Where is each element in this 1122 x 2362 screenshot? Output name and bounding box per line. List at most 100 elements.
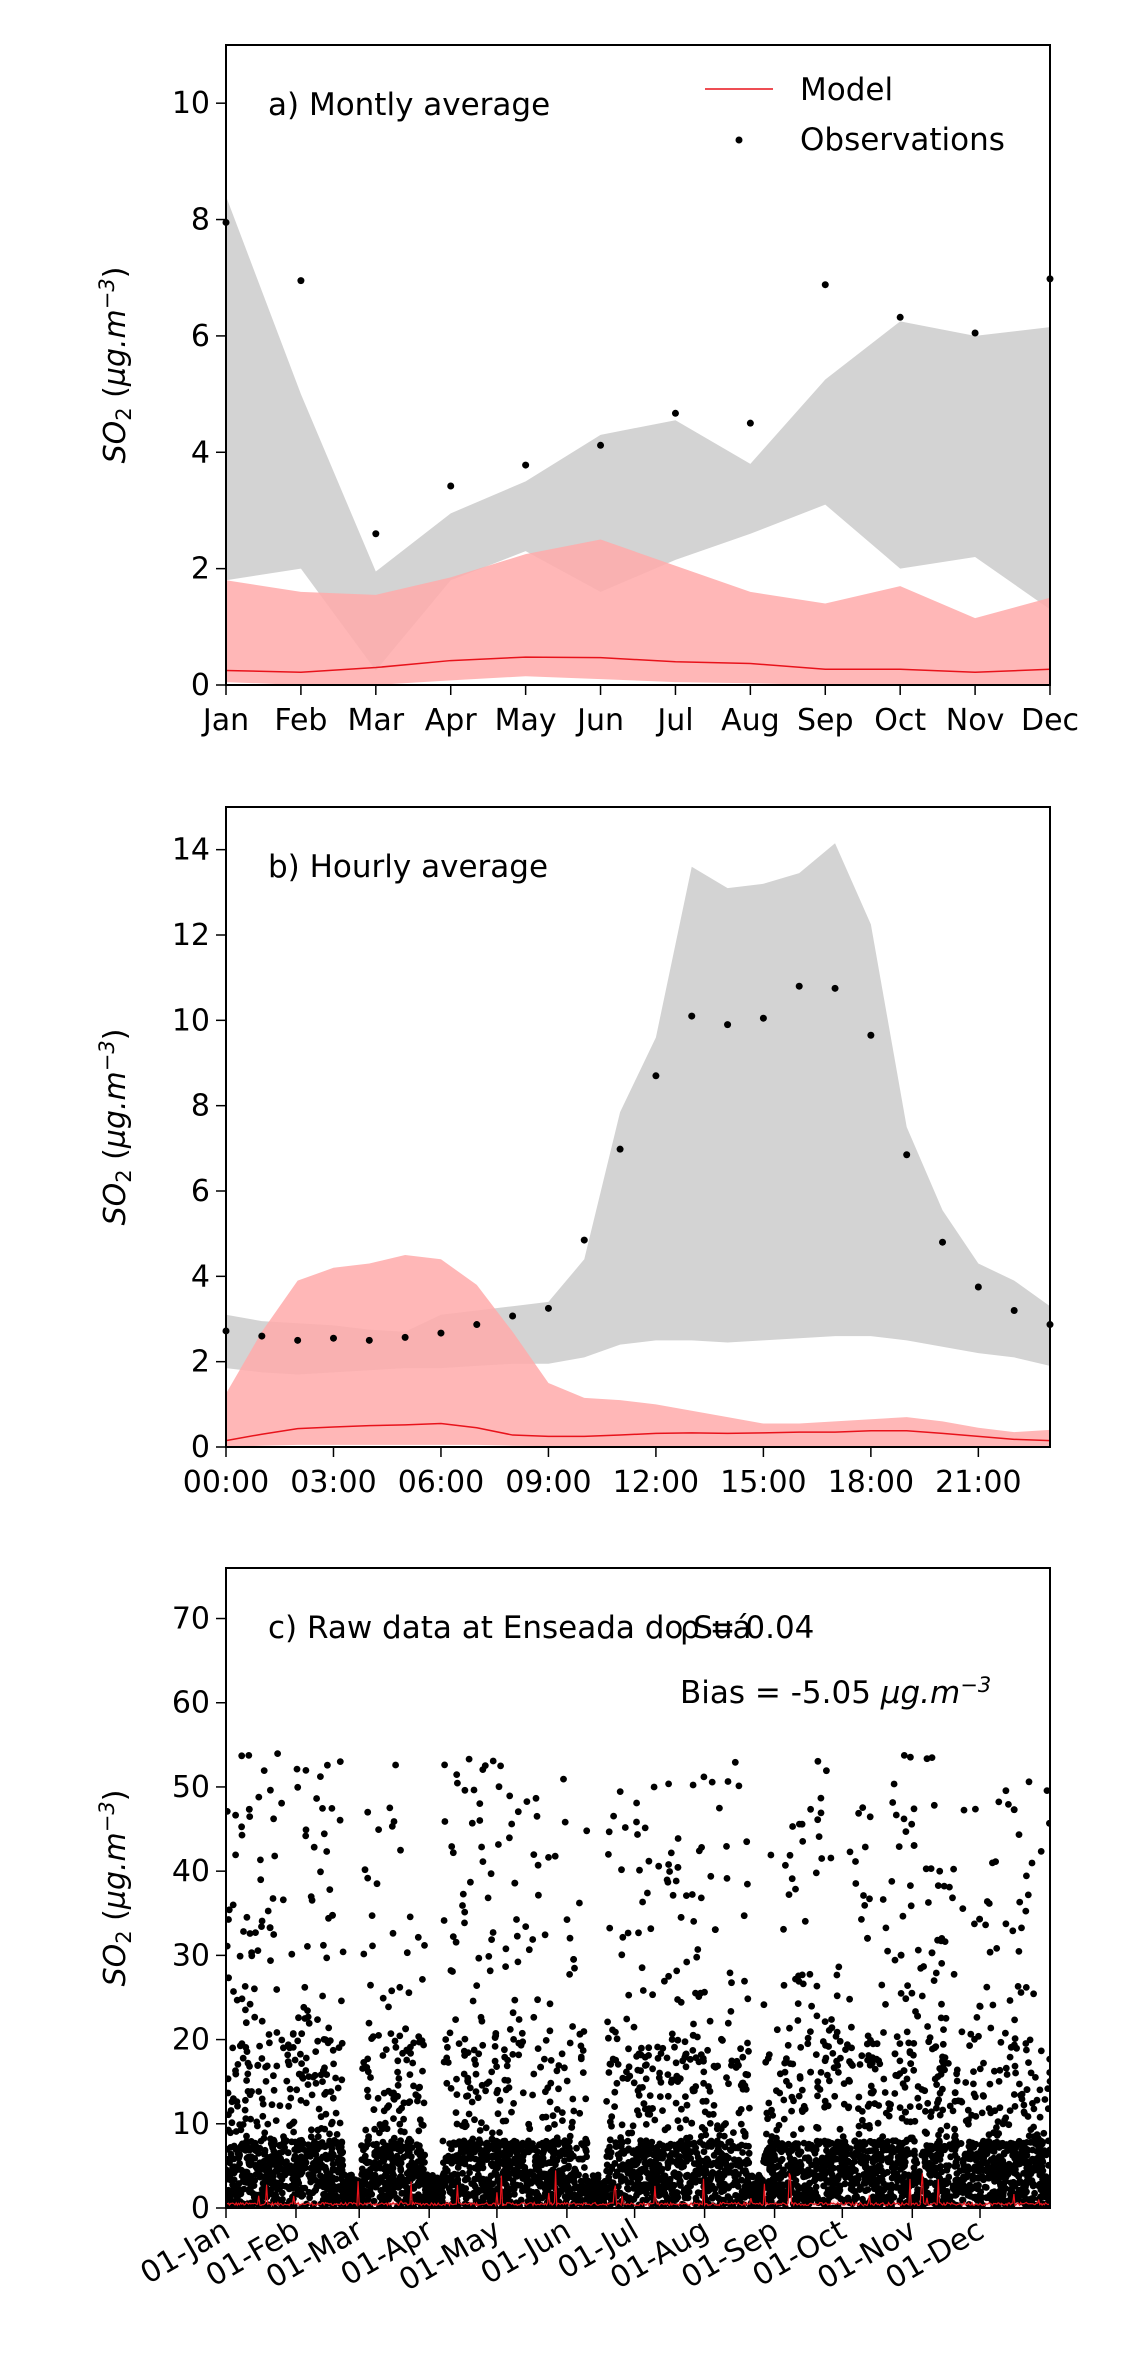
panel-c-obs-point [317,2113,325,2121]
panel-c-obs-point [895,1843,903,1850]
panel-c-obs-point [645,2159,652,2167]
panel-c-obs-point [312,2079,320,2087]
panel-c-obs-point [829,2182,836,2190]
panel-c-obs-point [541,2055,548,2063]
panel-c-obs-point [420,2099,428,2107]
panel-c-obs-point [669,1891,677,1899]
panel-c-obs-point [846,2145,854,2153]
panel-c-obs-point [898,2114,906,2122]
panel-c-obs-point [559,2117,566,2125]
panel-c-obs-point [959,2196,967,2204]
panel-c-obs-point [302,2067,310,2074]
panel-c-obs-point [295,2179,303,2187]
panel-c-obs-point [1017,2091,1024,2099]
panel-c-obs-point [461,2035,469,2043]
panel-c-obs-point [535,1891,542,1899]
panel-c-observations [226,1750,1050,2208]
panel-c-obs-point [785,2082,793,2089]
panel-c-obs-point [606,1924,614,1932]
panel-c-obs-point [672,2059,680,2067]
panel-c-obs-point [665,1861,672,1868]
panel-c-obs-point [1005,1801,1012,1808]
panel-c-obs-point [693,1953,701,1961]
panel-b-ytick-label-5: 10 [172,1003,210,1038]
panel-c-obs-point [226,2159,233,2167]
panel-c-obs-point [298,2168,306,2176]
panel-c-obs-point [502,1945,510,1953]
panel-c-obs-point [940,2061,948,2068]
panel-c-obs-point [571,2168,579,2176]
panel-c-obs-point [769,2112,777,2119]
panel-c-obs-point [241,1983,249,1990]
panel-c-obs-point [605,1828,613,1836]
panel-c-obs-point [420,2152,427,2160]
panel-c-obs-point [616,2163,624,2171]
panel-c-obs-point [474,2094,482,2102]
panel-c-obs-point [461,1919,468,1927]
panel-c-obs-point [306,2194,313,2202]
panel-c-obs-point [872,2146,880,2154]
panel-c-obs-point [513,1932,521,1940]
panel-c-obs-point [646,2110,654,2118]
panel-c-obs-point [849,2164,856,2172]
panel-c-obs-point [236,1952,244,1960]
panel-c-obs-point [684,2171,691,2179]
panel-c-obs-point [706,2017,714,2025]
panel-c-obs-point [405,2168,413,2175]
panel-c-obs-point [982,2184,990,2191]
panel-c-obs-point [288,1950,296,1958]
panel-c-obs-point [992,1858,999,1865]
panel-c-obs-point [674,2117,682,2125]
panel-c-obs-point [546,2098,554,2106]
panel-c-obs-point [565,2162,572,2170]
panel-c-obs-point [549,2112,557,2120]
panel-c-obs-point [462,2195,470,2202]
panel-c-obs-point [532,2146,539,2154]
panel-c-obs-point [270,1931,278,1938]
panel-c-obs-point [914,1946,922,1954]
panel-c-obs-point [812,1869,820,1877]
panel-c-obs-point [880,2029,887,2036]
panel-c-obs-point [788,1875,796,1883]
panel-a-model-line [225,656,1051,673]
panel-c-obs-point [972,2113,980,2120]
panel-c-obs-point [794,2140,802,2148]
panel-c-obs-point [745,2047,752,2055]
panel-c-obs-point [452,2016,459,2023]
panel-c-obs-point [815,1833,823,1840]
panel-c-obs-point [949,1894,956,1902]
panel-c-obs-point [625,2063,633,2071]
panel-c-obs-point [668,2036,676,2043]
panel-c-obs-point [767,1851,775,1859]
panel-c-obs-point [415,2084,422,2092]
panel-c-obs-point [861,1843,869,1851]
panel-c-obs-point [410,2082,417,2090]
panel-c-obs-point [257,2137,265,2145]
panel-c-obs-point [689,1781,697,1789]
panel-c-obs-point [786,2024,793,2032]
panel-c-obs-point [254,2061,262,2069]
panel-b-obs-point-6 [437,1329,445,1337]
panel-c-obs-point [332,2074,339,2082]
panel-c-obs-point [245,2179,253,2187]
panel-c-obs-point [1026,2036,1034,2044]
panel-c-obs-point [707,2171,715,2178]
panel-c-obs-point [936,2111,944,2119]
panel-c-obs-point [326,2130,333,2138]
panel-c-obs-point [270,1815,277,1823]
panel-c-obs-point [561,2064,568,2072]
panel-b-ytick-label-6: 12 [172,918,210,953]
panel-c-obs-point [962,2079,970,2086]
panel-c-obs-point [808,2002,815,2010]
panel-c-obs-point [338,2193,346,2200]
panel-c-obs-point [236,2160,244,2167]
panel-c-obs-point [625,2045,632,2053]
panel-c-obs-point [493,2063,500,2071]
panel-c-obs-point [704,2046,711,2054]
panel-c-obs-point [850,2152,858,2160]
panel-c-obs-point [725,2080,732,2088]
legend-model-label: Model [800,72,893,108]
panel-c-obs-point [392,2043,400,2051]
panel-c-obs-point [925,2038,933,2046]
